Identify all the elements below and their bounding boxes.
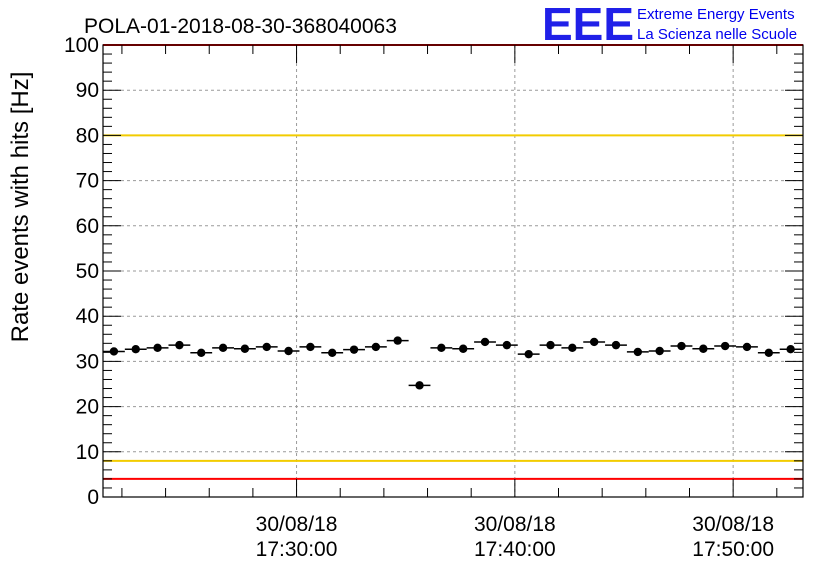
data-point	[655, 346, 664, 356]
eee-logo: EEE Extreme Energy Events La Scienza nel…	[542, 0, 797, 50]
data-point	[349, 345, 359, 354]
data-point	[218, 343, 228, 353]
y-tick-label: 90	[76, 79, 99, 102]
data-point	[175, 340, 184, 350]
data-point	[306, 342, 315, 352]
y-tick-label: 10	[76, 441, 99, 464]
data-point	[720, 341, 730, 351]
x-tick-date-label: 30/08/18	[474, 513, 556, 536]
data-point	[568, 343, 577, 353]
data-point	[197, 348, 206, 358]
data-point	[109, 347, 119, 356]
data-point	[786, 344, 795, 354]
chart-title: POLA-01-2018-08-30-368040063	[84, 15, 397, 38]
y-tick-label: 30	[76, 350, 99, 373]
data-point	[458, 344, 468, 353]
data-point	[764, 348, 774, 358]
data-point	[589, 337, 599, 347]
y-tick-label: 70	[76, 170, 99, 193]
y-tick-label: 20	[76, 396, 99, 419]
data-point	[284, 346, 293, 356]
data-point	[131, 344, 140, 354]
data-point	[633, 347, 643, 357]
data-point	[437, 343, 446, 353]
data-points	[103, 336, 802, 390]
x-tick-date-label: 30/08/18	[256, 513, 338, 536]
data-point	[611, 340, 621, 350]
data-point	[240, 344, 250, 353]
y-tick-label: 0	[87, 486, 99, 509]
data-point	[415, 381, 424, 390]
data-point	[153, 343, 162, 353]
x-tick-time-label: 17:30:00	[256, 538, 338, 561]
y-tick-label: 80	[76, 124, 99, 147]
data-point	[393, 336, 402, 345]
data-point	[262, 342, 271, 352]
y-tick-label: 40	[76, 305, 99, 328]
eee-logo-mark: EEE	[542, 0, 634, 50]
eee-logo-line2: La Scienza nelle Scuole	[637, 26, 797, 43]
data-point	[546, 340, 555, 350]
x-tick-date-label: 30/08/18	[692, 513, 774, 536]
axes: 010203040506070809010030/08/1817:30:0030…	[64, 34, 804, 561]
reference-lines	[103, 44, 803, 480]
data-point	[502, 340, 512, 350]
data-point	[677, 341, 686, 351]
x-tick-time-label: 17:40:00	[474, 538, 556, 561]
data-point	[742, 342, 752, 352]
x-tick-time-label: 17:50:00	[692, 538, 774, 561]
data-point	[524, 349, 533, 359]
data-point	[699, 344, 708, 353]
eee-logo-line1: Extreme Energy Events	[637, 6, 795, 23]
y-tick-label: 60	[76, 215, 99, 238]
grid	[103, 45, 803, 497]
data-point	[371, 342, 381, 352]
y-tick-label: 50	[76, 260, 99, 283]
y-tick-label: 100	[64, 34, 99, 57]
data-point	[480, 337, 490, 347]
y-axis-title: Rate events with hits [Hz]	[7, 72, 34, 343]
data-point	[328, 348, 337, 358]
